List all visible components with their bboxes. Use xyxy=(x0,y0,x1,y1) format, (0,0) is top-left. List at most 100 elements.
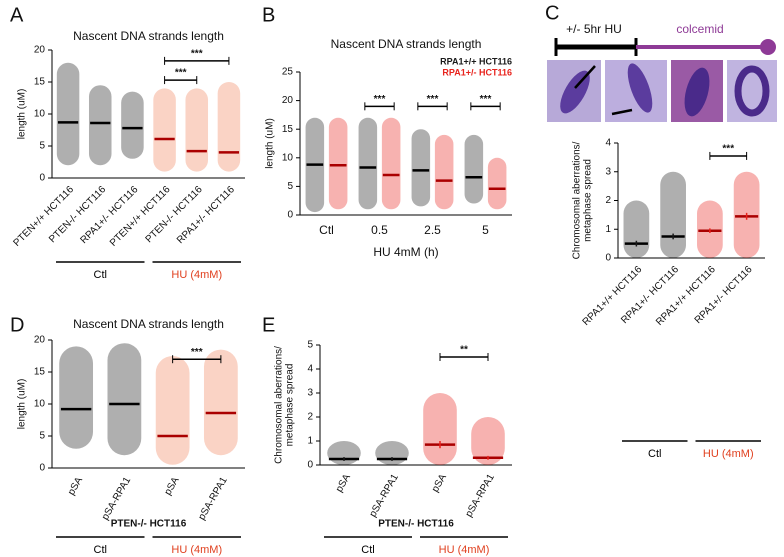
x-tick-label: 0.5 xyxy=(371,223,388,237)
chart-title: Nascent DNA strands length xyxy=(331,37,482,51)
x-tick-label: PTEN-/- HCT116 xyxy=(144,184,205,245)
dot-cloud xyxy=(411,129,431,207)
y-tick-label: 20 xyxy=(34,45,46,56)
panel-letter: A xyxy=(10,4,24,26)
arrow xyxy=(574,65,596,89)
dot-cloud xyxy=(660,171,686,258)
y-axis-label: Chromosomal aberrations/ xyxy=(572,141,583,259)
x-tick-label: RPA1+/- HCT116 xyxy=(78,184,140,246)
x-tick-label: pSA xyxy=(334,472,353,494)
dot-cloud xyxy=(358,117,378,210)
significance-label: *** xyxy=(374,94,386,105)
chromosome xyxy=(734,65,770,117)
significance-label: *** xyxy=(191,49,203,60)
y-tick-label: 1 xyxy=(605,224,611,235)
y-tick-label: 5 xyxy=(287,181,293,192)
colcemid-end xyxy=(760,39,776,55)
significance-label: ** xyxy=(460,345,468,356)
dot-cloud xyxy=(328,117,348,210)
group-label: Ctl xyxy=(648,448,661,460)
group-label: HU (4mM) xyxy=(171,269,222,281)
y-tick-label: 10 xyxy=(282,152,294,163)
y-tick-label: 10 xyxy=(34,109,46,120)
y-tick-label: 5 xyxy=(307,340,313,351)
y-axis-label: Chromosomal aberrations/ xyxy=(274,346,285,464)
y-tick-label: 2 xyxy=(605,195,611,206)
dot-cloud xyxy=(327,441,361,465)
panel-letter: C xyxy=(545,2,559,24)
y-tick-label: 1 xyxy=(307,436,313,447)
dot-cloud xyxy=(623,200,650,258)
dot-cloud xyxy=(56,62,80,166)
dot-cloud xyxy=(471,417,505,465)
dot-cloud xyxy=(155,356,190,465)
significance-label: *** xyxy=(175,68,187,79)
x-axis-label: HU 4mM (h) xyxy=(373,245,438,259)
group-label: Ctl xyxy=(94,269,107,281)
y-tick-label: 0 xyxy=(307,460,313,471)
y-tick-label: 15 xyxy=(282,124,294,135)
colcemid-text: colcemid xyxy=(676,22,723,36)
dot-cloud xyxy=(217,82,241,172)
y-tick-label: 3 xyxy=(605,166,611,177)
y-tick-label: 0 xyxy=(39,463,45,474)
group-label: HU (4mM) xyxy=(703,448,754,460)
y-tick-label: 15 xyxy=(34,367,46,378)
dot-cloud xyxy=(59,346,94,449)
chart-title: Nascent DNA strands length xyxy=(73,29,224,43)
dot-cloud xyxy=(88,85,112,166)
y-tick-label: 4 xyxy=(307,364,313,375)
dot-cloud xyxy=(203,349,238,456)
x-tick-label: RPA1+/+ HCT116 xyxy=(581,264,645,328)
panel-letter: E xyxy=(262,314,275,336)
y-tick-label: 25 xyxy=(282,67,294,78)
x-tick-label: pSA xyxy=(163,475,182,497)
y-tick-label: 15 xyxy=(34,77,46,88)
x-tick-label: 5 xyxy=(482,223,489,237)
x-tick-label: PTEN-/- HCT116 xyxy=(47,184,108,245)
y-tick-label: 0 xyxy=(39,173,45,184)
dot-cloud xyxy=(423,393,457,465)
group-label: HU (4mM) xyxy=(439,544,490,556)
panel-letter: D xyxy=(10,314,24,336)
x-tick-label: RPA1+/- HCT116 xyxy=(175,184,237,246)
group-label: Ctl xyxy=(361,544,374,556)
dot-cloud xyxy=(487,157,507,210)
dot-cloud xyxy=(121,91,144,159)
y-axis-label: length (uM) xyxy=(17,379,28,430)
group-label: HU (4mM) xyxy=(171,544,222,556)
caption: PTEN-/- HCT116 xyxy=(111,519,187,530)
dot-cloud xyxy=(381,117,401,210)
x-tick-label: pSA-RPA1 xyxy=(464,472,498,519)
x-tick-label: PTEN+/+ HCT116 xyxy=(108,184,173,249)
y-tick-label: 4 xyxy=(605,138,611,149)
x-tick-label: Ctl xyxy=(319,223,334,237)
hu-text: +/- 5hr HU xyxy=(566,22,622,36)
panel-letter: B xyxy=(262,4,275,26)
y-tick-label: 0 xyxy=(287,210,293,221)
dot-cloud xyxy=(153,88,176,172)
chromosome xyxy=(627,63,653,113)
arrow xyxy=(611,108,633,116)
significance-label: *** xyxy=(191,347,203,358)
dot-cloud xyxy=(464,134,484,204)
dot-cloud xyxy=(434,134,454,210)
chromosome-images xyxy=(547,60,777,122)
y-tick-label: 2 xyxy=(307,412,313,423)
significance-label: *** xyxy=(480,94,492,105)
dot-cloud xyxy=(107,343,142,456)
y-tick-label: 20 xyxy=(282,95,294,106)
x-tick-label: pSA xyxy=(430,472,449,494)
chromosome xyxy=(684,67,710,117)
y-tick-label: 10 xyxy=(34,399,46,410)
caption: PTEN-/- HCT116 xyxy=(378,519,454,530)
x-tick-label: 2.5 xyxy=(424,223,441,237)
y-tick-label: 5 xyxy=(39,141,45,152)
group-label: Ctl xyxy=(94,544,107,556)
y-axis-label: length (uM) xyxy=(17,89,28,140)
x-tick-label: pSA-RPA1 xyxy=(368,472,402,519)
dot-cloud xyxy=(375,441,409,465)
y-tick-label: 5 xyxy=(39,431,45,442)
y-tick-label: 3 xyxy=(307,388,313,399)
